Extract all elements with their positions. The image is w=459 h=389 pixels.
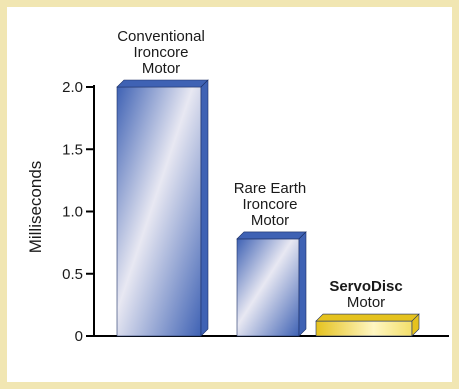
bar (116, 79, 209, 337)
bar (315, 313, 420, 337)
y-tick-label: 1.0 (62, 204, 83, 221)
y-tick-label: 0 (75, 328, 83, 345)
y-axis-label: Milliseconds (26, 161, 45, 254)
bar-label: Rare Earth Ironcore Motor (234, 180, 307, 229)
bars (116, 79, 420, 337)
y-tick-label: 0.5 (62, 266, 83, 283)
bar (236, 231, 307, 337)
bar-labels: Conventional Ironcore Motor Rare Earth Ironc… (117, 28, 402, 311)
y-ticks: 2.0 1.5 1.0 0.5 0 (62, 79, 94, 345)
bar-chart: Milliseconds 2.0 1.5 1.0 0.5 0 Conventional I… (26, 28, 449, 345)
bar-label: ServoDisc Motor (329, 278, 402, 311)
bar-label: Conventional Ironcore Motor (117, 28, 205, 77)
y-tick-label: 1.5 (62, 141, 83, 158)
y-tick-label: 2.0 (62, 79, 83, 96)
